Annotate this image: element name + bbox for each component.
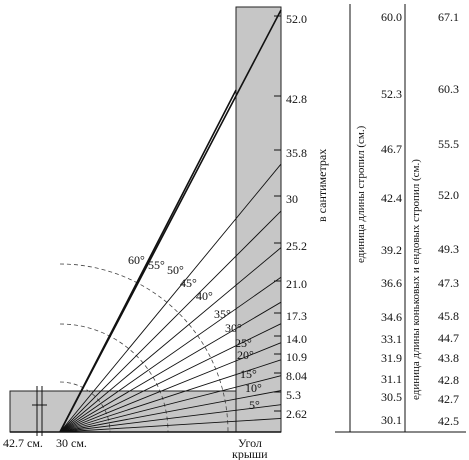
scale-label-52: 52.0 [286, 12, 307, 26]
angle-label: 15° [240, 367, 257, 381]
angle-label: 35° [214, 307, 231, 321]
rafter-table [335, 4, 466, 433]
table-header-rafter-length: единица длины стропил (см.) [355, 125, 367, 263]
angle-ray [59, 418, 282, 433]
table-cell: 43.8 [438, 351, 459, 365]
scale-label-25-2: 25.2 [286, 239, 307, 253]
scale-ticks [274, 15, 281, 412]
angle-ray [59, 404, 282, 433]
table-cell: 47.3 [438, 276, 459, 290]
table-cell: 49.3 [438, 242, 459, 256]
dashed-arc [59, 381, 111, 433]
table-cell: 52.3 [381, 87, 402, 101]
angle-ray [59, 163, 282, 433]
scale-column [235, 6, 282, 433]
table-cell: 55.5 [438, 137, 459, 151]
table-cell: 60.0 [381, 10, 402, 24]
table-cell: 42.8 [438, 373, 459, 387]
table-cell: 42.4 [381, 191, 402, 205]
angle-ray [59, 342, 282, 433]
table-cell: 42.7 [438, 392, 459, 406]
angle-label: 45° [180, 276, 197, 290]
angle-label: 30° [225, 321, 242, 335]
scale-label-10-9: 10.9 [286, 350, 307, 364]
roof-angle-label: Угол [238, 436, 262, 450]
table-cell: 46.7 [381, 142, 402, 156]
angle-ray [59, 301, 282, 433]
angle-label: 50° [167, 263, 184, 277]
angle-ray [59, 247, 282, 433]
angle-ray [59, 375, 282, 433]
main-rafter-line [59, 89, 237, 433]
table-cell: 33.1 [381, 332, 402, 346]
scale-label-5-3: 5.3 [286, 388, 301, 402]
table-cell: 30.1 [381, 413, 402, 427]
angle-label: 25° [235, 336, 252, 350]
angle-label: 55° [148, 258, 165, 272]
table-col2-values: 67.1 60.3 55.5 52.0 49.3 47.3 45.8 44.7 … [438, 10, 459, 428]
dashed-arc [59, 263, 229, 433]
scale-label-21: 21.0 [286, 277, 307, 291]
table-cell: 34.6 [381, 310, 402, 324]
angle-ray [59, 210, 282, 433]
angle-label: 10° [245, 381, 262, 395]
table-cell: 36.6 [381, 276, 402, 290]
table-cell: 42.5 [438, 414, 459, 428]
scale-label-30: 30 [286, 192, 298, 206]
break-mark [32, 386, 47, 436]
scale-label-2-62: 2.62 [286, 407, 307, 421]
angle-label: 40° [196, 289, 213, 303]
scale-label-42-8: 42.8 [286, 92, 307, 106]
angle-label: 5° [249, 398, 260, 412]
units-caption: в сантиметрах [315, 149, 329, 222]
table-cell: 30.5 [381, 390, 402, 404]
left-width-label: 42.7 см. [3, 436, 43, 450]
scale-label-17-3: 17.3 [286, 309, 307, 323]
run-width-label: 30 см. [56, 436, 87, 450]
table-header-hip-valley-length: единица длины коньковых и ендовых стропи… [410, 159, 422, 400]
angle-label: 60° [128, 253, 145, 267]
scale-label-14: 14.0 [286, 332, 307, 346]
table-cell: 60.3 [438, 82, 459, 96]
angle-ray [59, 359, 282, 433]
angle-ray [59, 390, 282, 433]
angle-ray [59, 276, 282, 433]
scale-label-35-8: 35.8 [286, 146, 307, 160]
angle-ray [59, 323, 282, 433]
table-cell: 44.7 [438, 331, 459, 345]
table-cell: 45.8 [438, 309, 459, 323]
scale-label-8-04: 8.04 [286, 369, 307, 383]
table-cell: 31.9 [381, 351, 402, 365]
roof-angle-label-2: крыши [232, 447, 268, 460]
scale-labels: 52.0 42.8 35.8 30 25.2 21.0 17.3 14.0 10… [286, 12, 307, 421]
angle-labels: 5° 10°15° 20°25°30°35°40°45°50°55°60° [128, 253, 262, 412]
table-col1-values: 60.0 52.3 46.7 42.4 39.2 36.6 34.6 33.1 … [381, 10, 402, 427]
table-cell: 67.1 [438, 10, 459, 24]
angle-rays [10, 9, 282, 433]
table-cell: 52.0 [438, 188, 459, 202]
table-cell: 39.2 [381, 243, 402, 257]
angle-label: 20° [237, 348, 254, 362]
table-cell: 31.1 [381, 372, 402, 386]
